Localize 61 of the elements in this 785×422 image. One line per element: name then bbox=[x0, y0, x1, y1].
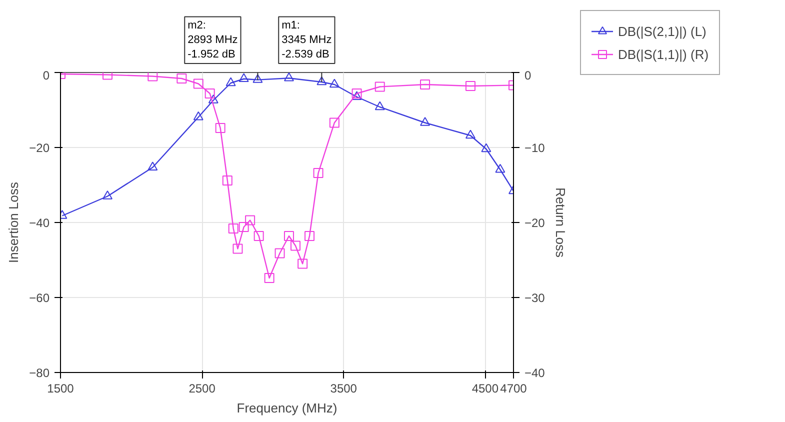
point bbox=[329, 118, 340, 128]
point bbox=[274, 248, 285, 258]
point bbox=[304, 231, 315, 241]
annotation: m2: 2893 MHz -1.952 dB bbox=[188, 20, 238, 60]
point bbox=[254, 231, 264, 241]
x-tick-label: 4700 bbox=[500, 382, 528, 396]
point bbox=[102, 190, 112, 200]
point bbox=[222, 176, 232, 186]
point bbox=[495, 164, 506, 173]
point bbox=[148, 162, 158, 170]
y2-tick-label: −30 bbox=[524, 291, 546, 305]
point bbox=[284, 231, 294, 241]
point bbox=[352, 88, 362, 98]
point bbox=[232, 244, 243, 254]
point bbox=[215, 123, 226, 133]
point bbox=[313, 168, 324, 178]
point bbox=[481, 143, 492, 152]
point bbox=[238, 73, 249, 82]
x-tick-label: 4500 bbox=[472, 382, 499, 396]
point bbox=[352, 91, 362, 100]
point bbox=[238, 222, 249, 232]
point bbox=[374, 101, 385, 110]
y2-tick-label: −40 bbox=[524, 366, 546, 380]
y-tick-label: −60 bbox=[29, 291, 50, 305]
point bbox=[245, 215, 256, 226]
point bbox=[465, 81, 476, 91]
y-tick-label: −20 bbox=[29, 141, 50, 155]
y2-tick-label: −20 bbox=[524, 216, 546, 230]
y2-tick-label: −10 bbox=[524, 141, 546, 155]
x-tick-label: 2500 bbox=[188, 382, 216, 396]
x-tick-label: 3500 bbox=[330, 382, 358, 396]
point bbox=[374, 82, 385, 92]
legend-label: DB(|S(1,1)|) (R) bbox=[618, 46, 709, 62]
y2-tick-label: 0 bbox=[524, 68, 532, 82]
y2-axis-title: Return Loss bbox=[552, 187, 568, 258]
point bbox=[176, 74, 187, 84]
annotation: m1: 3345 MHz -2.539 dB bbox=[282, 20, 332, 60]
point bbox=[465, 130, 476, 139]
point bbox=[208, 94, 218, 104]
x-axis-title: Frequency (MHz) bbox=[236, 400, 338, 416]
point bbox=[290, 240, 300, 251]
point bbox=[252, 74, 263, 83]
x-tick-label: 1500 bbox=[47, 382, 74, 396]
point bbox=[298, 258, 308, 269]
point bbox=[193, 78, 204, 89]
point bbox=[420, 117, 430, 126]
point bbox=[148, 72, 158, 82]
point bbox=[420, 80, 430, 90]
legend-label: DB(|S(2,1)|) (L) bbox=[618, 24, 706, 38]
point bbox=[228, 224, 238, 234]
y-tick-label: 0 bbox=[42, 68, 50, 82]
point bbox=[316, 76, 327, 86]
point bbox=[264, 273, 274, 283]
point bbox=[204, 88, 215, 98]
point bbox=[284, 72, 294, 82]
point bbox=[193, 111, 204, 120]
point bbox=[329, 78, 340, 88]
y-axis-title: Insertion Loss bbox=[6, 182, 22, 263]
point bbox=[226, 77, 236, 86]
y-tick-label: −80 bbox=[29, 366, 50, 380]
y-tick-label: −40 bbox=[29, 216, 50, 230]
